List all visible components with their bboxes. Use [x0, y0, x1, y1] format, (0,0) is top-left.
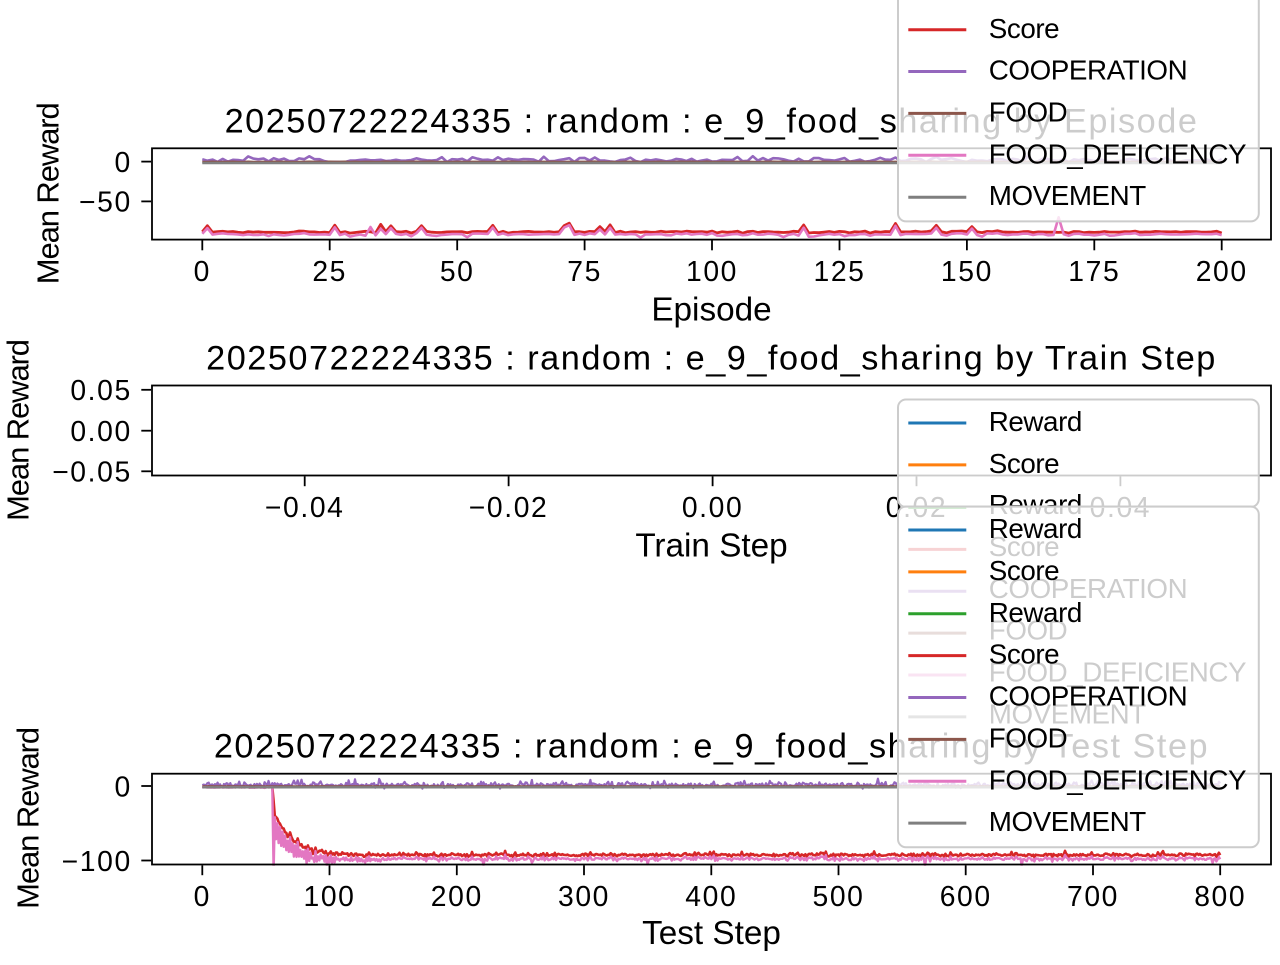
svg-text:Score: Score	[989, 448, 1059, 479]
svg-text:Reward: Reward	[989, 406, 1082, 437]
svg-text:Score: Score	[989, 555, 1059, 586]
svg-text:25: 25	[312, 255, 347, 287]
svg-text:125: 125	[813, 255, 865, 287]
svg-text:400: 400	[685, 880, 737, 912]
svg-text:COOPERATION: COOPERATION	[989, 55, 1187, 86]
svg-text:−0.04: −0.04	[265, 491, 345, 523]
svg-text:0: 0	[194, 880, 211, 912]
svg-text:100: 100	[686, 255, 738, 287]
svg-text:Reward: Reward	[989, 597, 1082, 628]
svg-text:MOVEMENT: MOVEMENT	[989, 806, 1146, 837]
svg-text:−100: −100	[62, 845, 132, 877]
svg-text:175: 175	[1068, 255, 1120, 287]
svg-text:Episode: Episode	[651, 291, 771, 328]
svg-text:0.00: 0.00	[682, 491, 743, 523]
svg-text:Score: Score	[989, 13, 1059, 44]
svg-text:600: 600	[940, 880, 992, 912]
svg-text:−0.05: −0.05	[52, 456, 132, 488]
svg-text:0: 0	[194, 255, 211, 287]
svg-text:0: 0	[114, 770, 131, 802]
svg-text:FOOD: FOOD	[989, 97, 1068, 128]
svg-text:Reward: Reward	[989, 0, 1082, 2]
svg-text:FOOD: FOOD	[989, 723, 1068, 754]
svg-text:500: 500	[812, 880, 864, 912]
svg-text:0.00: 0.00	[70, 415, 131, 447]
svg-text:Train Step: Train Step	[635, 527, 787, 564]
svg-text:COOPERATION: COOPERATION	[989, 681, 1187, 712]
svg-text:200: 200	[1196, 255, 1248, 287]
svg-text:MOVEMENT: MOVEMENT	[989, 180, 1146, 211]
svg-text:300: 300	[558, 880, 610, 912]
svg-text:20250722224335 : random : e_9_: 20250722224335 : random : e_9_food_shari…	[206, 339, 1217, 377]
svg-text:−50: −50	[79, 186, 132, 218]
svg-text:−0.02: −0.02	[469, 491, 549, 523]
svg-text:Mean Reward: Mean Reward	[0, 340, 35, 521]
svg-text:200: 200	[431, 880, 483, 912]
svg-text:800: 800	[1194, 880, 1246, 912]
svg-text:100: 100	[303, 880, 355, 912]
svg-text:Reward: Reward	[989, 513, 1082, 544]
svg-text:700: 700	[1067, 880, 1119, 912]
svg-text:0: 0	[114, 146, 131, 178]
svg-text:50: 50	[440, 255, 475, 287]
svg-text:75: 75	[567, 255, 602, 287]
svg-text:0.05: 0.05	[70, 374, 131, 406]
svg-text:FOOD_DEFICIENCY: FOOD_DEFICIENCY	[989, 764, 1246, 795]
svg-text:Mean Reward: Mean Reward	[11, 728, 46, 909]
svg-text:Score: Score	[989, 639, 1059, 670]
svg-text:FOOD_DEFICIENCY: FOOD_DEFICIENCY	[989, 138, 1246, 169]
svg-text:150: 150	[941, 255, 993, 287]
svg-text:Mean Reward: Mean Reward	[31, 103, 66, 284]
svg-text:Test Step: Test Step	[642, 915, 781, 952]
